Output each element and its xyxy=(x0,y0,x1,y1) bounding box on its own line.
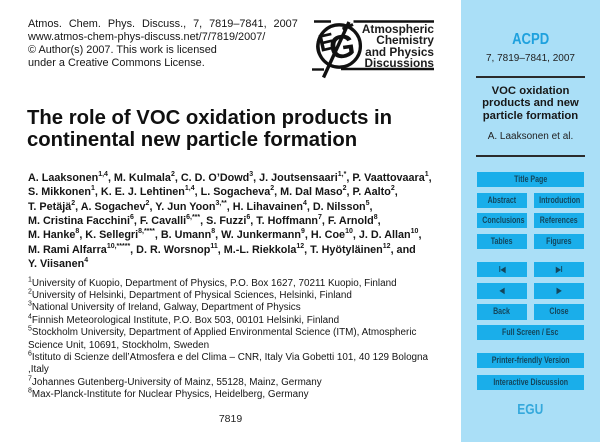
svg-text:G: G xyxy=(327,26,358,66)
svg-text:E: E xyxy=(316,28,338,58)
